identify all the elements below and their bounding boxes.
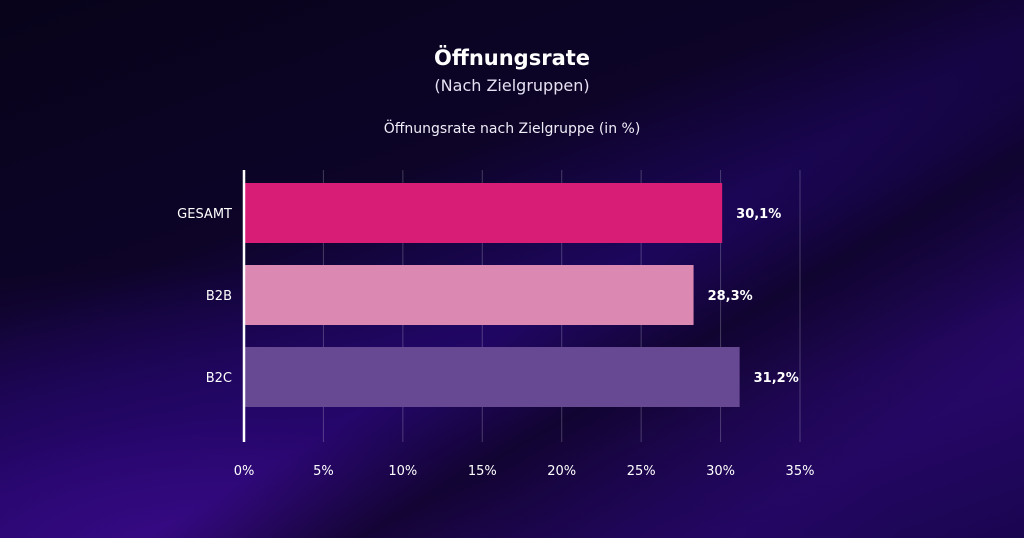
x-tick-label: 5% xyxy=(313,464,334,479)
x-tick-label: 20% xyxy=(547,464,576,479)
category-label: GESAMT xyxy=(177,207,232,222)
data-label: 30,1% xyxy=(736,207,781,222)
bar-b2c xyxy=(244,347,740,407)
x-tick-label: 35% xyxy=(786,464,815,479)
bar-gesamt xyxy=(244,183,723,243)
chart-title: Öffnungsrate xyxy=(433,46,591,70)
x-tick-label: 0% xyxy=(234,464,255,479)
bar-b2b xyxy=(244,265,694,325)
x-tick-label: 25% xyxy=(627,464,656,479)
x-tick-label: 30% xyxy=(706,464,735,479)
category-label: B2B xyxy=(206,289,232,304)
x-tick-label: 10% xyxy=(388,464,417,479)
data-label: 31,2% xyxy=(754,371,799,386)
category-label: B2C xyxy=(206,371,232,386)
plot-title: Öffnungsrate nach Zielgruppe (in %) xyxy=(383,121,641,137)
chart-subtitle: (Nach Zielgruppen) xyxy=(434,76,590,95)
x-tick-label: 15% xyxy=(468,464,497,479)
data-label: 28,3% xyxy=(708,289,753,304)
